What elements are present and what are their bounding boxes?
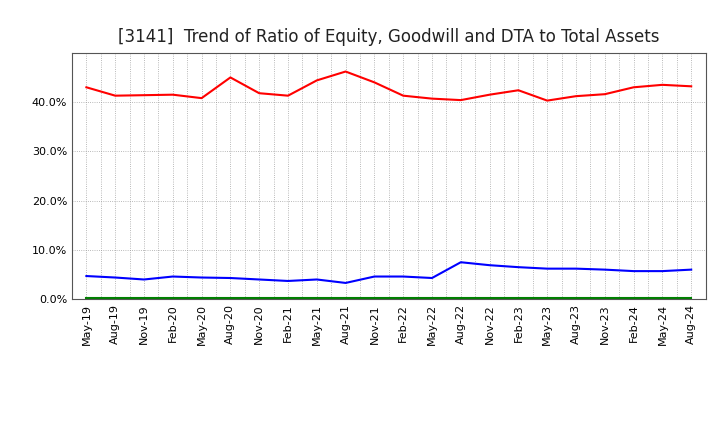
Equity [168, 92, 177, 97]
Equity [111, 93, 120, 98]
Goodwill [341, 280, 350, 286]
Deferred Tax Assets [572, 295, 580, 301]
Goodwill [658, 268, 667, 274]
Deferred Tax Assets [370, 295, 379, 301]
Deferred Tax Assets [658, 295, 667, 301]
Goodwill [543, 266, 552, 271]
Equity [312, 78, 321, 83]
Deferred Tax Assets [485, 295, 494, 301]
Goodwill [197, 275, 206, 280]
Equity [456, 98, 465, 103]
Deferred Tax Assets [284, 295, 292, 301]
Goodwill [428, 275, 436, 281]
Equity [140, 92, 148, 98]
Deferred Tax Assets [629, 295, 638, 301]
Deferred Tax Assets [428, 295, 436, 301]
Equity [399, 93, 408, 98]
Equity [485, 92, 494, 97]
Deferred Tax Assets [543, 295, 552, 301]
Deferred Tax Assets [140, 295, 148, 301]
Title: [3141]  Trend of Ratio of Equity, Goodwill and DTA to Total Assets: [3141] Trend of Ratio of Equity, Goodwil… [118, 28, 660, 46]
Deferred Tax Assets [197, 295, 206, 301]
Equity [687, 84, 696, 89]
Equity [572, 94, 580, 99]
Goodwill [687, 267, 696, 272]
Equity [543, 98, 552, 103]
Equity [428, 96, 436, 101]
Goodwill [111, 275, 120, 280]
Goodwill [255, 277, 264, 282]
Goodwill [312, 277, 321, 282]
Goodwill [485, 263, 494, 268]
Equity [600, 92, 609, 97]
Goodwill [629, 268, 638, 274]
Equity [514, 88, 523, 93]
Deferred Tax Assets [226, 295, 235, 301]
Equity [341, 69, 350, 74]
Equity [226, 75, 235, 80]
Equity [284, 93, 292, 98]
Deferred Tax Assets [600, 295, 609, 301]
Goodwill [168, 274, 177, 279]
Deferred Tax Assets [399, 295, 408, 301]
Line: Equity: Equity [86, 72, 691, 101]
Deferred Tax Assets [456, 295, 465, 301]
Goodwill [572, 266, 580, 271]
Equity [629, 84, 638, 90]
Goodwill [514, 264, 523, 270]
Goodwill [140, 277, 148, 282]
Goodwill [370, 274, 379, 279]
Equity [255, 91, 264, 96]
Deferred Tax Assets [687, 295, 696, 301]
Goodwill [600, 267, 609, 272]
Goodwill [82, 273, 91, 279]
Equity [370, 80, 379, 85]
Equity [82, 84, 91, 90]
Deferred Tax Assets [255, 295, 264, 301]
Deferred Tax Assets [312, 295, 321, 301]
Deferred Tax Assets [82, 295, 91, 301]
Goodwill [399, 274, 408, 279]
Deferred Tax Assets [111, 295, 120, 301]
Equity [197, 95, 206, 101]
Deferred Tax Assets [168, 295, 177, 301]
Deferred Tax Assets [341, 295, 350, 301]
Goodwill [226, 275, 235, 281]
Equity [658, 82, 667, 88]
Deferred Tax Assets [514, 295, 523, 301]
Goodwill [456, 260, 465, 265]
Goodwill [284, 279, 292, 284]
Line: Goodwill: Goodwill [86, 262, 691, 283]
